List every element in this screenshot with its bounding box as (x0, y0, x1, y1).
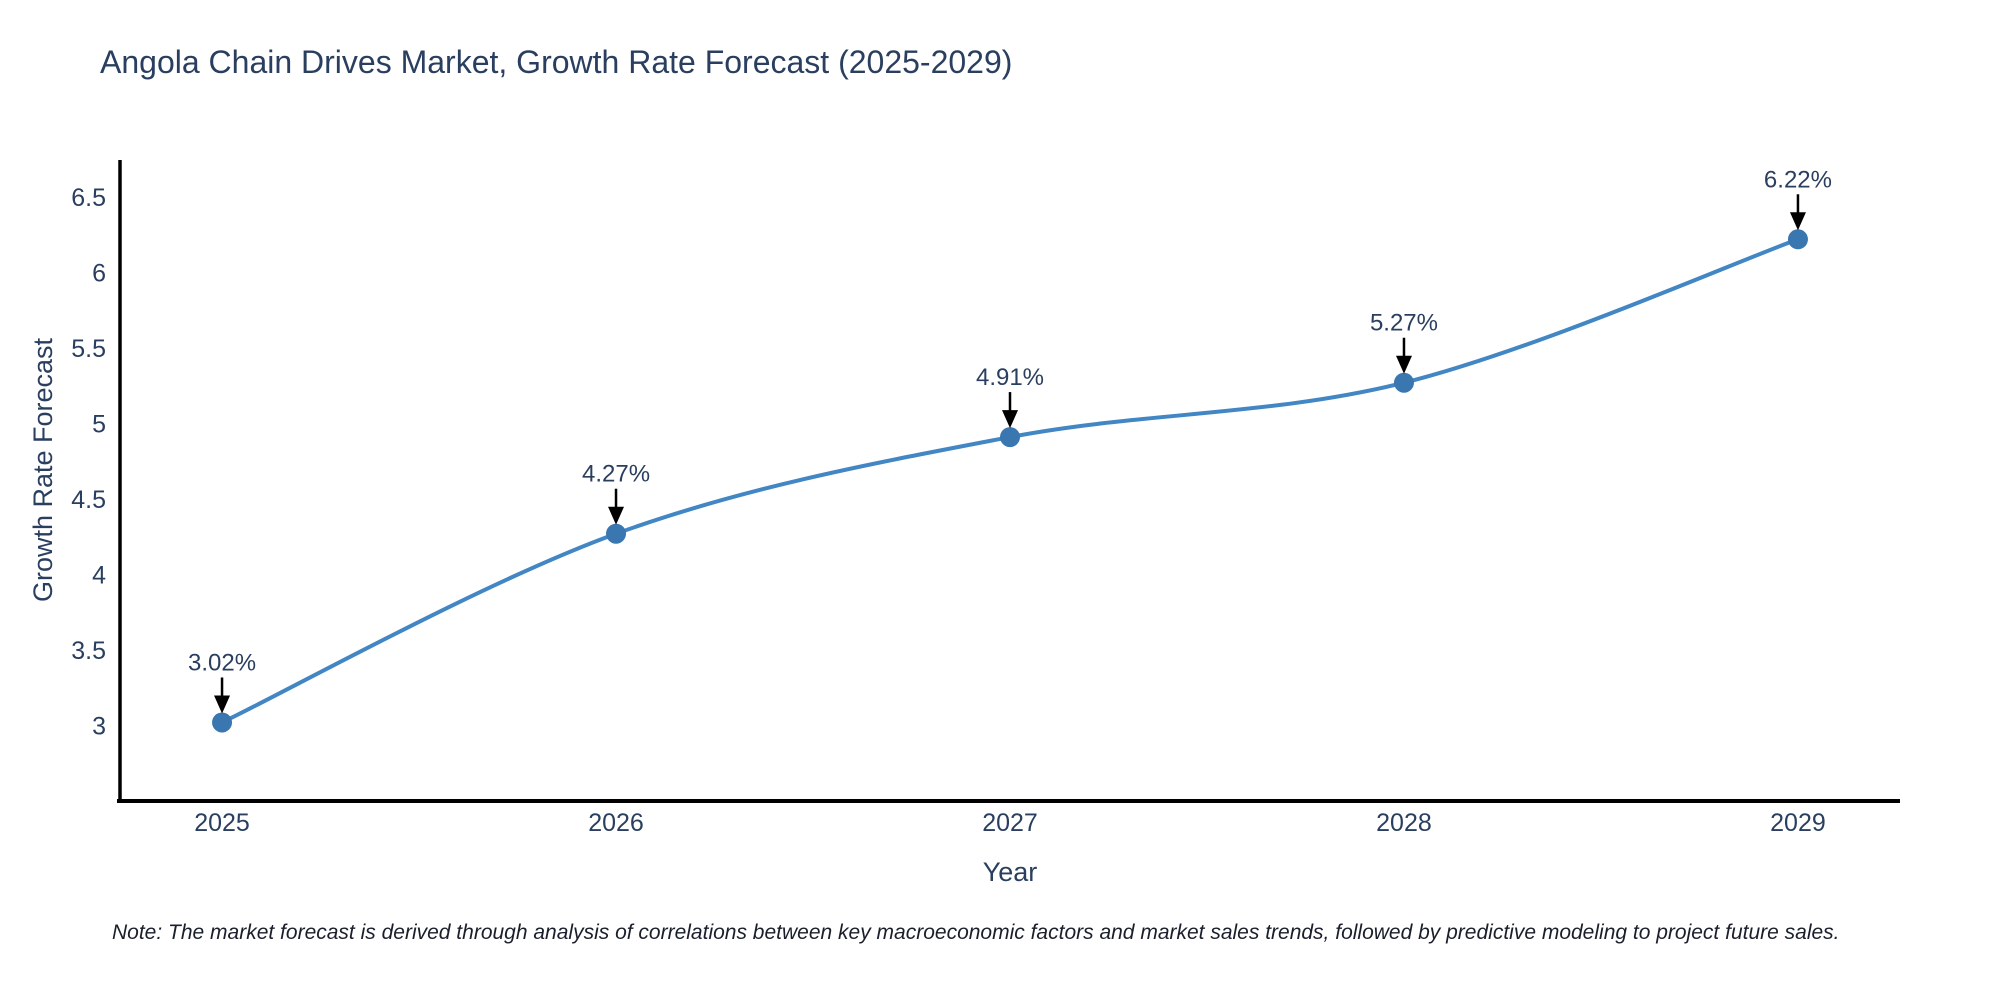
y-tick-label: 3 (92, 712, 106, 740)
annotation-label: 4.27% (582, 461, 650, 488)
annotation-arrowhead (608, 506, 625, 525)
data-point-marker[interactable] (212, 712, 233, 733)
y-tick-label: 4.5 (71, 486, 106, 514)
x-axis-title: Year (983, 857, 1038, 887)
x-tick-label: 2027 (982, 809, 1038, 837)
annotation-label: 3.02% (188, 649, 256, 676)
chart-title: Angola Chain Drives Market, Growth Rate … (100, 44, 1013, 80)
annotation-label: 6.22% (1764, 166, 1832, 193)
y-tick-label: 3.5 (71, 637, 106, 665)
y-tick-label: 4 (92, 561, 106, 589)
x-tick-label: 2026 (588, 809, 644, 837)
x-tick-label: 2025 (194, 809, 250, 837)
annotation-label: 5.27% (1370, 310, 1438, 337)
annotation-arrowhead (214, 695, 231, 714)
annotation-arrowhead (1789, 212, 1806, 231)
annotation-label: 4.91% (976, 364, 1044, 391)
y-tick-label: 5 (92, 410, 106, 438)
data-point-marker[interactable] (1393, 372, 1414, 393)
x-tick-label: 2028 (1376, 809, 1432, 837)
series-line (220, 237, 1800, 725)
footnote: Note: The market forecast is derived thr… (112, 921, 1840, 944)
y-tick-label: 5.5 (71, 335, 106, 363)
data-point-marker[interactable] (1787, 229, 1808, 250)
annotation-arrowhead (1395, 355, 1412, 374)
data-point-marker[interactable] (606, 523, 627, 544)
y-tick-label: 6.5 (71, 184, 106, 212)
y-axis-title: Growth Rate Forecast (28, 337, 58, 602)
x-tick-label: 2029 (1770, 809, 1826, 837)
data-point-marker[interactable] (1000, 427, 1020, 448)
y-tick-label: 6 (92, 259, 106, 287)
annotation-arrowhead (1002, 410, 1018, 429)
